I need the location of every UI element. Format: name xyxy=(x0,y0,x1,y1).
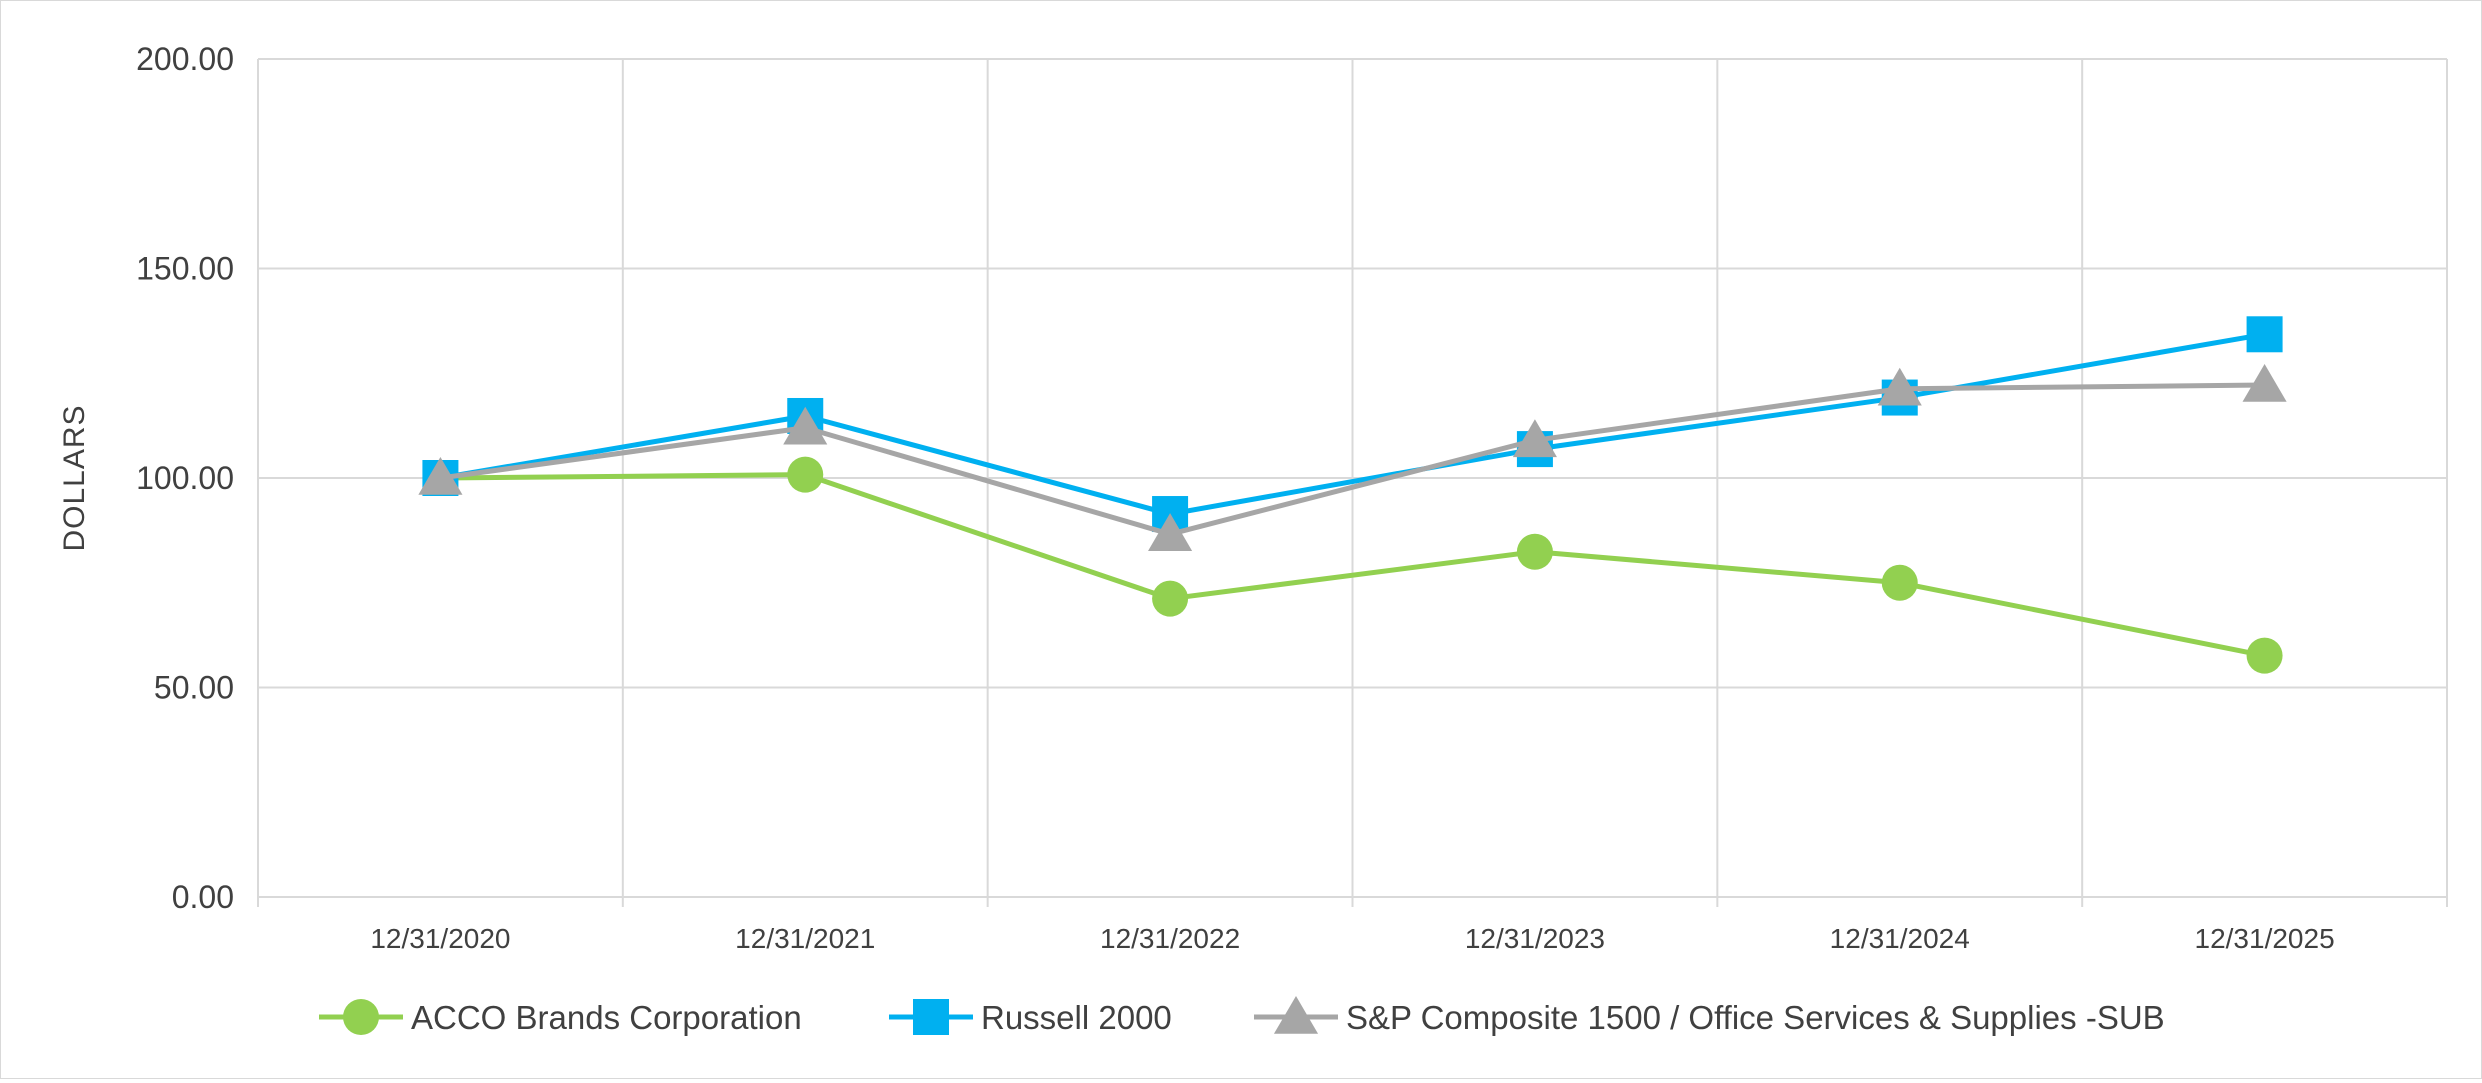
series-line xyxy=(440,382,2265,537)
legend-label: S&P Composite 1500 / Office Services & S… xyxy=(1346,999,2165,1036)
x-tick-label: 12/31/2022 xyxy=(1100,923,1240,954)
y-tick-label: 200.00 xyxy=(136,41,234,77)
data-point-triangle xyxy=(2242,363,2287,402)
data-point-circle xyxy=(787,456,824,493)
legend: ACCO Brands Corporation Russell 2000 S&P C… xyxy=(319,996,2165,1036)
axes: 0.00 50.00 100.00 150.00 200.00 12/31/2020 12/… xyxy=(136,41,2448,954)
legend-marker-circle xyxy=(343,999,379,1035)
x-tick-label: 12/31/2023 xyxy=(1465,923,1605,954)
data-point-triangle xyxy=(1877,367,1922,406)
data-point-square xyxy=(2246,316,2283,353)
data-point-triangle xyxy=(783,406,828,445)
y-axis-label: DOLLARS xyxy=(58,404,91,551)
y-tick-label: 0.00 xyxy=(172,879,234,915)
y-tick-label: 50.00 xyxy=(154,670,234,706)
legend-item-0: ACCO Brands Corporation xyxy=(319,999,802,1036)
legend-label: ACCO Brands Corporation xyxy=(411,999,802,1036)
x-tick-label: 12/31/2020 xyxy=(370,923,510,954)
data-point-circle xyxy=(1881,564,1918,601)
y-tick-label: 100.00 xyxy=(136,460,234,496)
data-point-circle xyxy=(1152,580,1189,617)
x-tick-label: 12/31/2025 xyxy=(2195,923,2335,954)
y-tick-label: 150.00 xyxy=(136,251,234,287)
data-point-triangle xyxy=(1512,419,1557,458)
x-tick-label: 12/31/2021 xyxy=(735,923,875,954)
legend-marker-triangle xyxy=(1273,996,1319,1034)
series-2 xyxy=(418,363,2287,551)
data-point-circle xyxy=(2246,637,2283,674)
legend-item-1: Russell 2000 xyxy=(889,999,1172,1036)
legend-item-2: S&P Composite 1500 / Office Services & S… xyxy=(1254,996,2165,1036)
data-point-triangle xyxy=(1148,513,1193,551)
data-point-circle xyxy=(1516,533,1553,570)
x-tick-label: 12/31/2024 xyxy=(1830,923,1970,954)
legend-marker-square xyxy=(913,999,949,1035)
series xyxy=(418,316,2287,674)
legend-label: Russell 2000 xyxy=(981,999,1172,1036)
data-point-triangle xyxy=(418,457,463,495)
series-line xyxy=(440,472,2266,659)
